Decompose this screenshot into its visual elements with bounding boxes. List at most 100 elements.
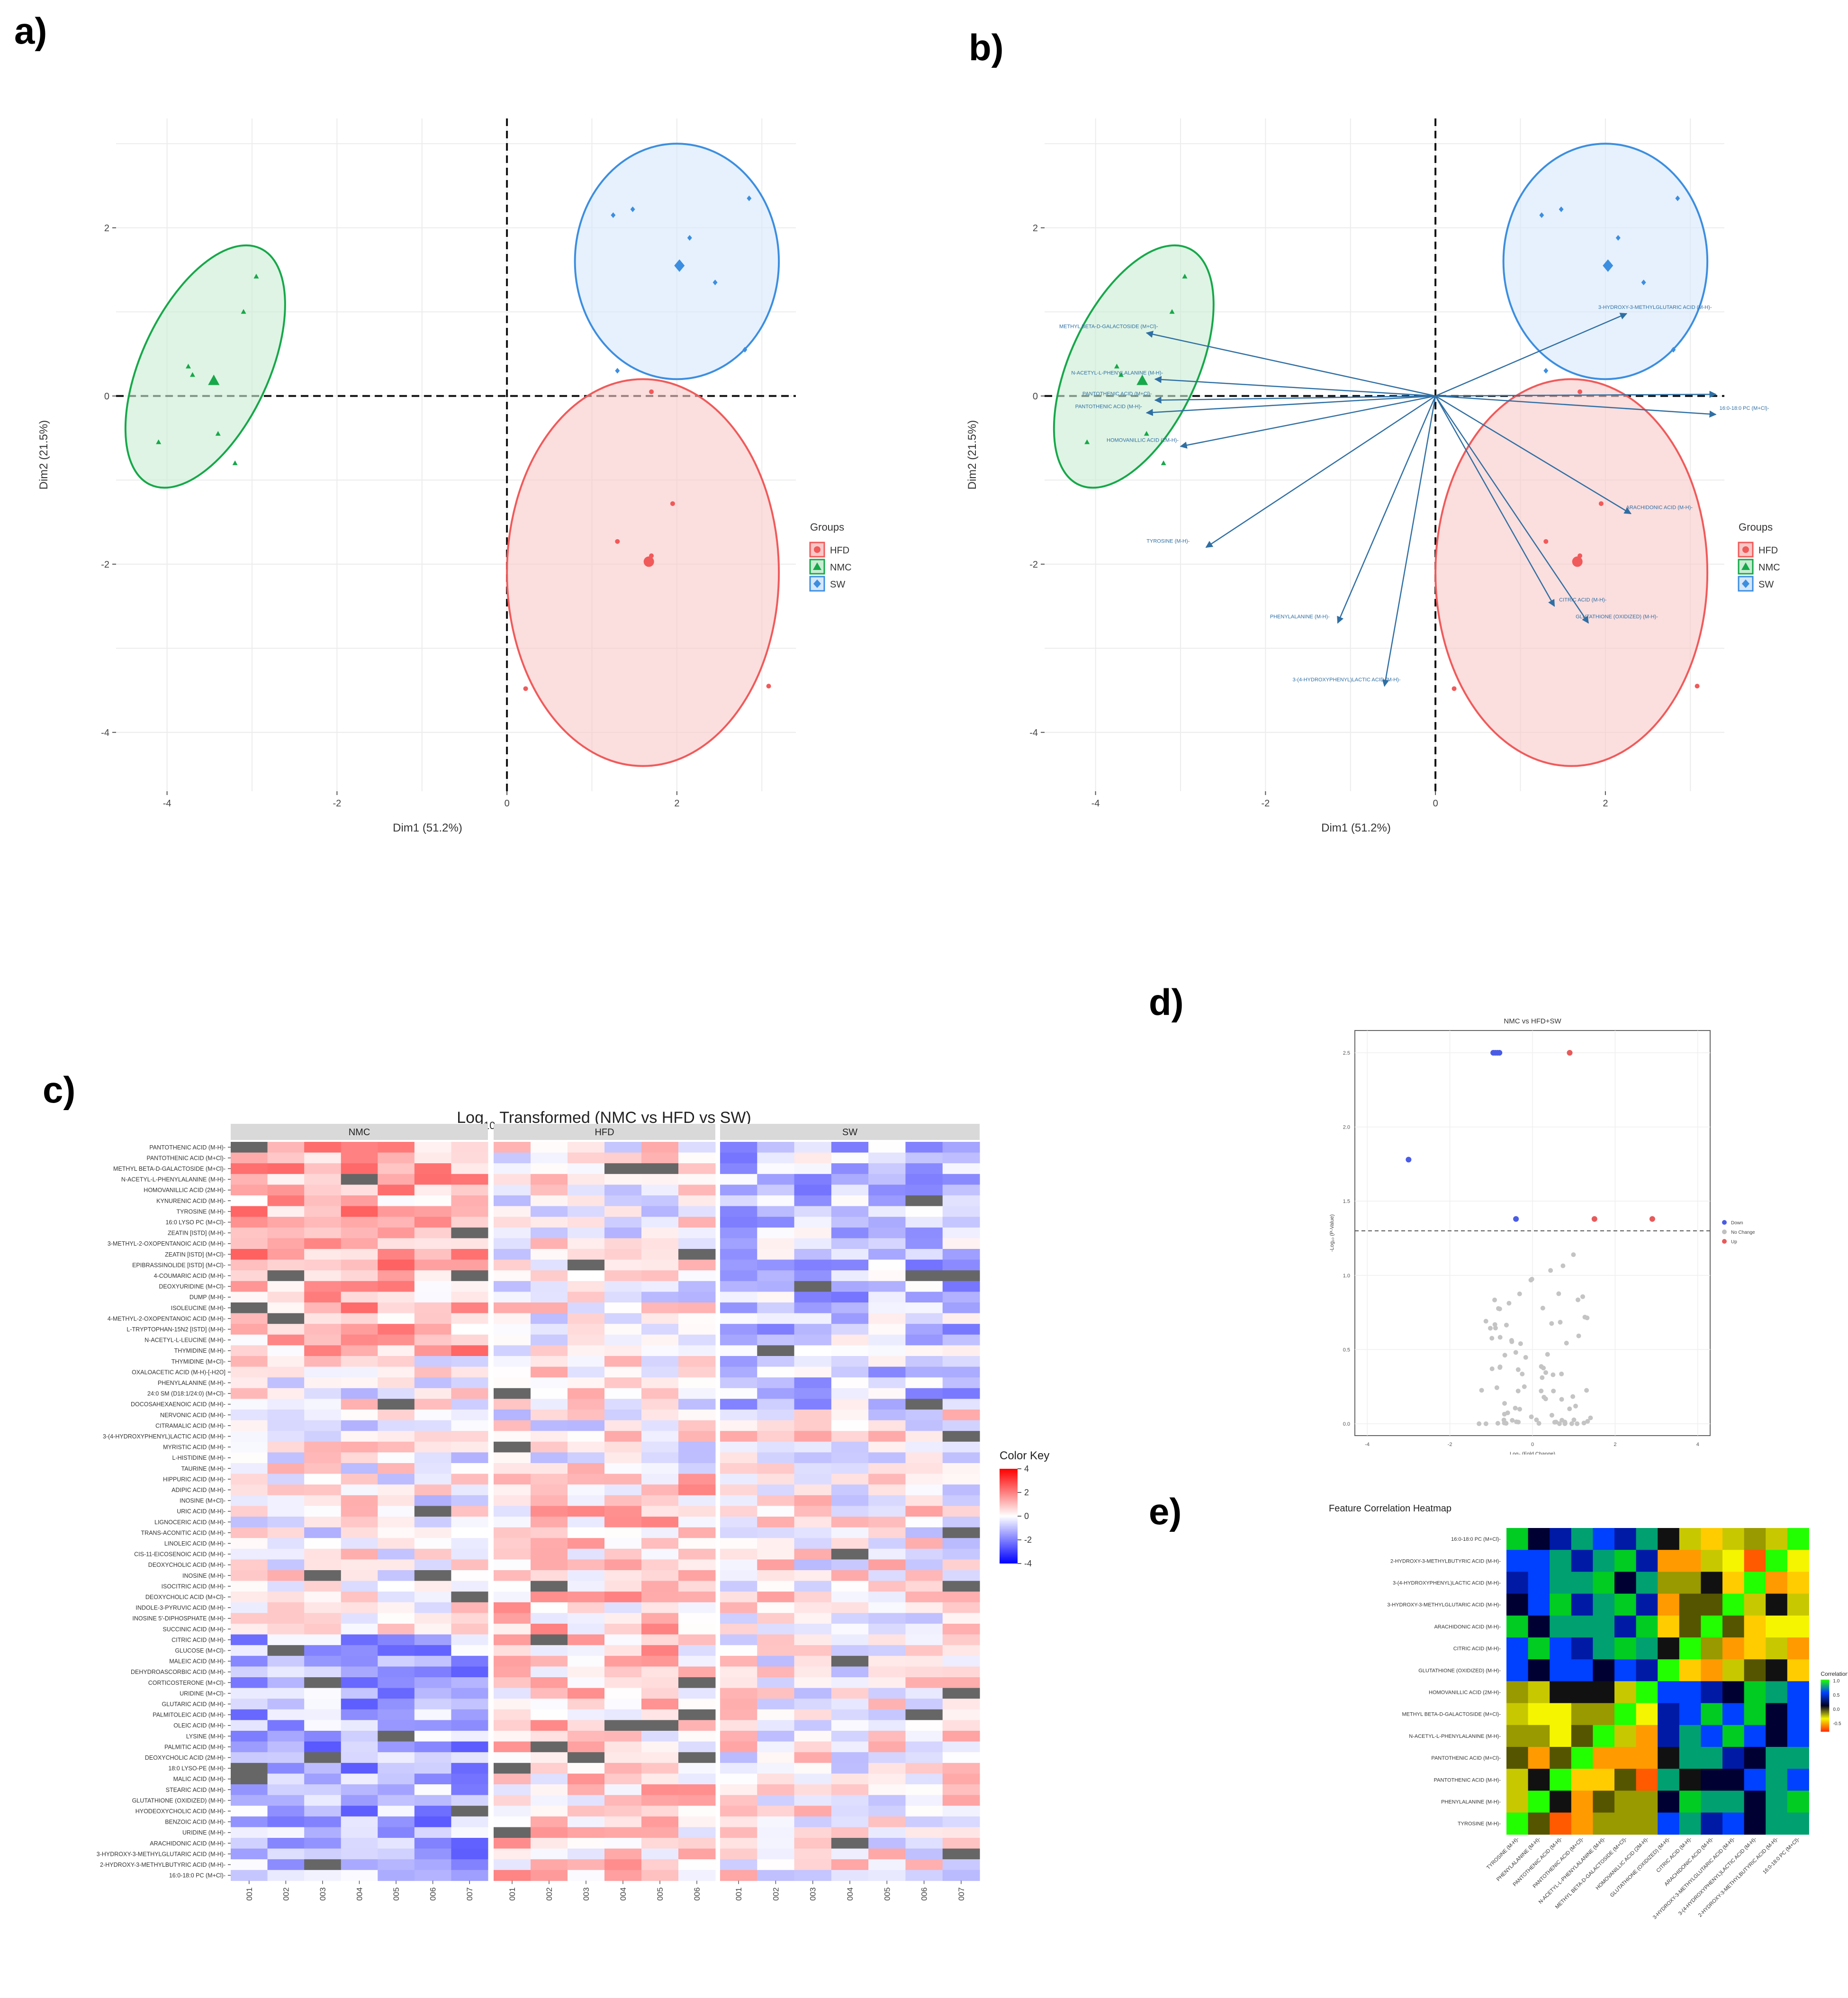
heatmap-cell (868, 1184, 906, 1196)
heatmap-cell (720, 1570, 757, 1582)
heatmap-cell (267, 1431, 305, 1442)
point-no-change (1540, 1305, 1545, 1311)
heatmap-cell (678, 1431, 716, 1442)
heatmap-cell (568, 1773, 605, 1785)
correlation-cell (1614, 1659, 1637, 1682)
heatmap-cell (267, 1292, 305, 1303)
heatmap-cell (604, 1484, 642, 1496)
heatmap-cell (831, 1624, 869, 1635)
heatmap-cell (757, 1313, 795, 1324)
heatmap-cell (341, 1624, 378, 1635)
heatmap-cell (794, 1666, 832, 1678)
heatmap-cell (531, 1292, 568, 1303)
heatmap-cell (378, 1366, 415, 1378)
heatmap-cell (942, 1302, 980, 1314)
data-point-sw (1641, 280, 1646, 286)
heatmap-cell (568, 1377, 605, 1389)
heatmap-cell (231, 1452, 268, 1464)
heatmap-cell (378, 1463, 415, 1474)
heatmap-cell (531, 1495, 568, 1506)
heatmap-cell (494, 1699, 531, 1710)
heatmap-cell (942, 1517, 980, 1528)
heatmap-cell (831, 1441, 869, 1453)
facet-strip-sw (720, 1124, 980, 1140)
heatmap-cell (942, 1217, 980, 1228)
heatmap-cell (720, 1602, 757, 1613)
heatmap-cell (414, 1591, 451, 1603)
heatmap-cell (451, 1527, 488, 1538)
heatmap-cell (568, 1142, 605, 1153)
heatmap-cell (794, 1377, 832, 1389)
heatmap-cell (414, 1816, 451, 1827)
heatmap-cell (414, 1838, 451, 1849)
x-tick-label: 2 (1614, 1442, 1616, 1447)
heatmap-cell (794, 1624, 832, 1635)
heatmap-cell (720, 1559, 757, 1571)
heatmap-cell (231, 1441, 268, 1453)
heatmap-cell (757, 1484, 795, 1496)
correlation-cell (1506, 1725, 1529, 1747)
correlation-cell (1636, 1769, 1658, 1791)
heatmap-cell (942, 1538, 980, 1549)
legend-label-sw: SW (1758, 579, 1774, 590)
heatmap-cell (304, 1859, 342, 1871)
loading-label: ARACHIDONIC ACID (M-H)- (1626, 505, 1693, 510)
heatmap-cell (757, 1142, 795, 1153)
correlation-cell (1744, 1790, 1766, 1813)
heatmap-cell (720, 1634, 757, 1645)
heatmap-cell (494, 1313, 531, 1324)
heatmap-cell (905, 1431, 943, 1442)
heatmap-cell (757, 1838, 795, 1849)
legend-colorbar (1821, 1680, 1830, 1732)
heatmap-cell (304, 1292, 342, 1303)
heatmap-cell (531, 1581, 568, 1592)
heatmap-cell (831, 1495, 869, 1506)
correlation-cell (1679, 1703, 1701, 1726)
heatmap-cell (868, 1538, 906, 1549)
heatmap-cell (868, 1388, 906, 1399)
row-label: CORTICOSTERONE (M+Cl)- (148, 1680, 225, 1686)
row-label: 16:0-18:0 PC (M+Cl)- (169, 1872, 225, 1879)
data-point-hfd (1598, 501, 1604, 506)
heatmap-cell (378, 1152, 415, 1164)
row-label: HOMOVANILLIC ACID (2M-H)- (144, 1187, 225, 1193)
row-label: METHYL BETA-D-GALACTOSIDE (M+Cl)- (1402, 1712, 1501, 1718)
heatmap-cell (531, 1827, 568, 1838)
heatmap-cell (414, 1441, 451, 1453)
column-label: 006 (693, 1887, 702, 1900)
heatmap-cell (494, 1410, 531, 1421)
facet-label-hfd: HFD (595, 1127, 614, 1138)
heatmap-cell (568, 1174, 605, 1185)
heatmap-cell (905, 1217, 943, 1228)
heatmap-cell (678, 1655, 716, 1667)
point-no-change (1559, 1397, 1564, 1402)
heatmap-cell (414, 1763, 451, 1774)
heatmap-cell (341, 1441, 378, 1453)
correlation-cell (1550, 1550, 1572, 1572)
heatmap-cell (494, 1484, 531, 1496)
correlation-cell (1528, 1681, 1550, 1704)
heatmap-cell (531, 1591, 568, 1603)
x-tick-label: -2 (1448, 1442, 1452, 1447)
heatmap-cell (451, 1249, 488, 1260)
correlation-cell (1658, 1812, 1680, 1835)
heatmap-cell (942, 1388, 980, 1399)
heatmap-cell (942, 1431, 980, 1442)
heatmap-cell (568, 1527, 605, 1538)
correlation-cell (1701, 1637, 1723, 1660)
heatmap-cell (604, 1666, 642, 1678)
row-label: LINOLEIC ACID (M-H)- (164, 1540, 225, 1547)
column-label: 001 (734, 1887, 743, 1900)
correlation-cell (1571, 1659, 1593, 1682)
heatmap-cell (378, 1838, 415, 1849)
correlation-cell (1744, 1681, 1766, 1704)
centroid-nmc (208, 374, 220, 385)
heatmap-cell (604, 1174, 642, 1185)
heatmap-cell (905, 1666, 943, 1678)
heatmap-cell (231, 1506, 268, 1517)
heatmap-cell (868, 1699, 906, 1710)
heatmap-cell (720, 1591, 757, 1603)
heatmap-cell (568, 1484, 605, 1496)
heatmap-cell (794, 1259, 832, 1271)
heatmap-cell (942, 1570, 980, 1582)
